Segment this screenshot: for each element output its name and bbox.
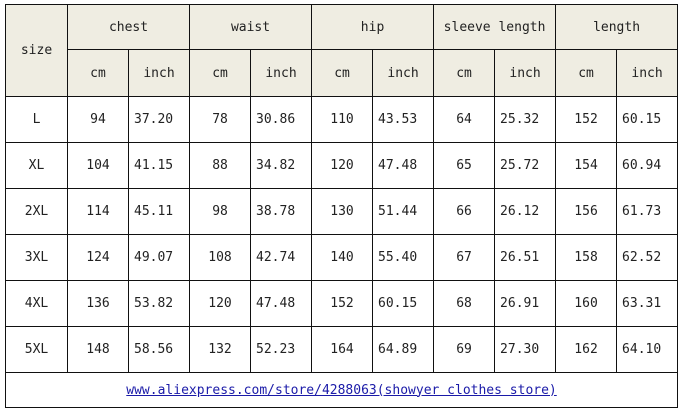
unit-header: inch bbox=[494, 49, 557, 97]
cm-cell: 164 bbox=[311, 326, 374, 373]
table-row: XL 104 41.15 88 34.82 120 47.48 65 25.72 154 60.94 bbox=[5, 142, 679, 189]
size-cell: 3XL bbox=[5, 234, 68, 281]
inch-cell: 60.94 bbox=[616, 142, 679, 189]
inch-cell: 25.32 bbox=[494, 96, 557, 143]
table-row: L 94 37.20 78 30.86 110 43.53 64 25.32 152 60.15 bbox=[5, 96, 679, 143]
inch-cell: 60.15 bbox=[616, 96, 679, 143]
size-header: size bbox=[5, 4, 68, 97]
unit-header: cm bbox=[433, 49, 496, 97]
size-cell: L bbox=[5, 96, 68, 143]
unit-header: cm bbox=[311, 49, 374, 97]
cm-cell: 94 bbox=[67, 96, 129, 143]
cm-cell: 154 bbox=[555, 142, 618, 189]
inch-cell: 52.23 bbox=[250, 326, 313, 373]
table-row: 4XL 136 53.82 120 47.48 152 60.15 68 26.91 160 63.… bbox=[5, 280, 679, 327]
inch-cell: 26.12 bbox=[494, 188, 557, 235]
cm-cell: 120 bbox=[189, 280, 252, 327]
unit-header: cm bbox=[189, 49, 252, 97]
cm-cell: 69 bbox=[433, 326, 496, 373]
inch-cell: 51.44 bbox=[372, 188, 435, 235]
column-group-header: chest bbox=[66, 4, 191, 50]
unit-header: inch bbox=[127, 49, 191, 97]
column-group-header: waist bbox=[189, 4, 313, 50]
store-link[interactable]: www.aliexpress.com/store/4288063(showyer… bbox=[126, 382, 557, 398]
table-row: 3XL 124 49.07 108 42.74 140 55.40 67 26.51 158 62.… bbox=[5, 234, 679, 281]
cm-cell: 88 bbox=[189, 142, 252, 189]
inch-cell: 42.74 bbox=[250, 234, 313, 281]
cm-cell: 104 bbox=[67, 142, 129, 189]
table-row: 5XL 148 58.56 132 52.23 164 64.89 69 27.30 162 64.… bbox=[5, 326, 679, 373]
cm-cell: 64 bbox=[433, 96, 496, 143]
size-cell: 4XL bbox=[5, 280, 68, 327]
inch-cell: 30.86 bbox=[250, 96, 313, 143]
cm-cell: 158 bbox=[555, 234, 618, 281]
inch-cell: 62.52 bbox=[616, 234, 679, 281]
cm-cell: 136 bbox=[67, 280, 129, 327]
cm-cell: 110 bbox=[311, 96, 374, 143]
cm-cell: 124 bbox=[67, 234, 129, 281]
inch-cell: 43.53 bbox=[372, 96, 435, 143]
inch-cell: 37.20 bbox=[127, 96, 191, 143]
column-group-header: sleeve length bbox=[433, 4, 557, 50]
inch-cell: 25.72 bbox=[494, 142, 557, 189]
unit-header: inch bbox=[616, 49, 679, 97]
cm-cell: 152 bbox=[311, 280, 374, 327]
inch-cell: 63.31 bbox=[616, 280, 679, 327]
cm-cell: 78 bbox=[189, 96, 252, 143]
cm-cell: 140 bbox=[311, 234, 374, 281]
inch-cell: 64.10 bbox=[616, 326, 679, 373]
cm-cell: 162 bbox=[555, 326, 618, 373]
column-group-header: length bbox=[555, 4, 679, 50]
cm-cell: 120 bbox=[311, 142, 374, 189]
cm-cell: 108 bbox=[189, 234, 252, 281]
inch-cell: 58.56 bbox=[127, 326, 191, 373]
unit-header: inch bbox=[250, 49, 313, 97]
inch-cell: 38.78 bbox=[250, 188, 313, 235]
inch-cell: 55.40 bbox=[372, 234, 435, 281]
cm-cell: 152 bbox=[555, 96, 618, 143]
unit-header: cm bbox=[67, 49, 129, 97]
size-chart-table: size chest waist hip sleeve length length cm… bbox=[4, 4, 679, 408]
unit-header: cm bbox=[555, 49, 618, 97]
inch-cell: 49.07 bbox=[127, 234, 191, 281]
inch-cell: 27.30 bbox=[494, 326, 557, 373]
inch-cell: 34.82 bbox=[250, 142, 313, 189]
unit-header: inch bbox=[372, 49, 435, 97]
inch-cell: 26.51 bbox=[494, 234, 557, 281]
inch-cell: 53.82 bbox=[127, 280, 191, 327]
column-group-header: hip bbox=[311, 4, 435, 50]
cm-cell: 65 bbox=[433, 142, 496, 189]
size-cell: 2XL bbox=[5, 188, 68, 235]
cm-cell: 98 bbox=[189, 188, 252, 235]
cm-cell: 132 bbox=[189, 326, 252, 373]
inch-cell: 47.48 bbox=[372, 142, 435, 189]
table-row: 2XL 114 45.11 98 38.78 130 51.44 66 26.12 156 61.7… bbox=[5, 188, 679, 235]
footer-cell: www.aliexpress.com/store/4288063(showyer… bbox=[4, 372, 679, 408]
inch-cell: 47.48 bbox=[250, 280, 313, 327]
cm-cell: 66 bbox=[433, 188, 496, 235]
size-cell: XL bbox=[5, 142, 68, 189]
cm-cell: 114 bbox=[67, 188, 129, 235]
size-cell: 5XL bbox=[5, 326, 68, 373]
cm-cell: 148 bbox=[67, 326, 129, 373]
inch-cell: 64.89 bbox=[372, 326, 435, 373]
inch-cell: 26.91 bbox=[494, 280, 557, 327]
cm-cell: 156 bbox=[555, 188, 618, 235]
cm-cell: 130 bbox=[311, 188, 374, 235]
inch-cell: 61.73 bbox=[616, 188, 679, 235]
cm-cell: 160 bbox=[555, 280, 618, 327]
inch-cell: 60.15 bbox=[372, 280, 435, 327]
cm-cell: 68 bbox=[433, 280, 496, 327]
inch-cell: 41.15 bbox=[127, 142, 191, 189]
cm-cell: 67 bbox=[433, 234, 496, 281]
inch-cell: 45.11 bbox=[127, 188, 191, 235]
